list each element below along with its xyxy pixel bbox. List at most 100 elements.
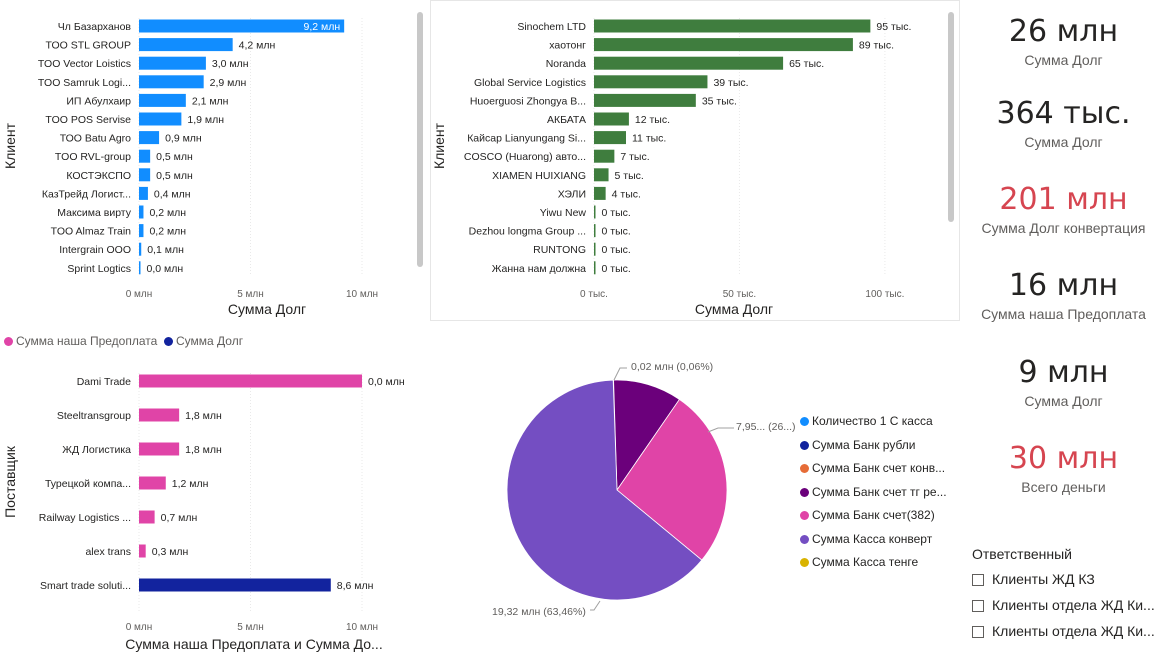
data-label: 8,6 млн xyxy=(337,580,374,592)
data-label: 95 тыс. xyxy=(876,21,911,33)
pie-legend-item[interactable]: Сумма Касса тенге xyxy=(800,553,950,577)
legend-dot-icon xyxy=(800,417,809,426)
pie-callout-label: 19,32 млн (63,46%) xyxy=(492,606,586,618)
data-label: 65 тыс. xyxy=(789,58,824,70)
kpi-label: Сумма Долг конвертация xyxy=(981,220,1146,236)
kpi-label: Сумма Долг xyxy=(1024,52,1103,68)
kpi-card-prepayment: 16 млн Сумма наша Предоплата xyxy=(965,268,1162,322)
chart-cash-pie: 0,02 млн (0,06%) 7,95... (26...) 19,32 млн… xyxy=(492,361,796,618)
data-label: 0,2 млн xyxy=(149,207,186,219)
responsible-slicer: Ответственный Клиенты ЖД КЗ Клиенты отде… xyxy=(972,546,1162,648)
bar xyxy=(594,93,696,107)
y-category-label: КОСТЭКСПО xyxy=(66,170,131,182)
bar xyxy=(594,186,606,200)
bar xyxy=(139,261,141,275)
chart-supplier-prepayment-debt: 0 млн 5 млн 10 млн Dami Trade 0,0 млн Steeltr… xyxy=(2,373,405,652)
bar xyxy=(594,242,596,256)
bar xyxy=(139,544,146,558)
bar xyxy=(594,261,596,275)
y-category-label: Railway Logistics ... xyxy=(39,512,131,524)
kpi-card-debt-conversion: 201 млн Сумма Долг конвертация xyxy=(965,182,1162,236)
kpi-card-total-money: 30 млн Всего деньги xyxy=(965,441,1162,495)
pie-legend-item[interactable]: Сумма Банк счет(382) xyxy=(800,506,950,530)
bar xyxy=(139,149,151,163)
pie-legend-item[interactable]: Сумма Банк счет тг ре... xyxy=(800,483,950,507)
pie-callout-label: 0,02 млн (0,06%) xyxy=(631,361,713,373)
bar xyxy=(594,131,626,145)
data-label: 39 тыс. xyxy=(713,77,748,89)
bar xyxy=(594,38,853,52)
legend-item-debt[interactable]: Сумма Долг xyxy=(163,334,243,348)
x-tick-label: 50 тыс. xyxy=(723,289,756,300)
slicer-option[interactable]: Клиенты отдела ЖД Ки... xyxy=(972,622,1162,648)
checkbox-icon[interactable] xyxy=(972,574,984,586)
legend-item-prepayment[interactable]: Сумма наша Предоплата xyxy=(4,334,157,348)
pie-legend-item[interactable]: Сумма Банк рубли xyxy=(800,436,950,460)
y-category-label: Максима вирту xyxy=(57,207,131,219)
y-category-label: XIAMEN HUIXIANG xyxy=(492,170,586,182)
y-category-label: COSCO (Huarong) авто... xyxy=(464,151,586,163)
kpi-value: 201 млн xyxy=(999,182,1128,217)
y-category-label: Steeltransgroup xyxy=(57,410,131,422)
y-category-label: АКБАТА xyxy=(547,114,586,126)
kpi-label: Сумма Долг xyxy=(1024,393,1103,409)
bar xyxy=(139,19,345,33)
bar xyxy=(139,56,206,70)
checkbox-icon[interactable] xyxy=(972,600,984,612)
data-label: 5 тыс. xyxy=(615,170,644,182)
chart1-scrollbar[interactable] xyxy=(417,12,423,267)
kpi-label: Сумма Долг xyxy=(1024,134,1103,150)
bar xyxy=(139,224,144,238)
callout-line xyxy=(613,367,627,381)
y-category-label: Noranda xyxy=(546,58,586,70)
bar xyxy=(594,19,871,33)
pie-callout-label: 7,95... (26...) xyxy=(736,421,796,433)
y-category-label: ЖД Логистика xyxy=(62,444,131,456)
data-label: 35 тыс. xyxy=(702,95,737,107)
pie-legend-item[interactable]: Сумма Банк счет конв... xyxy=(800,459,950,483)
data-label: 4 тыс. xyxy=(612,188,641,200)
bar xyxy=(139,408,180,422)
data-label: 11 тыс. xyxy=(632,133,666,145)
y-category-label: Global Service Logistics xyxy=(474,77,586,89)
pie-legend-item[interactable]: Количество 1 С касса xyxy=(800,412,950,436)
kpi-value: 26 млн xyxy=(1008,14,1119,49)
bar xyxy=(139,112,182,126)
chart-client-debt-thousands: 0 тыс. 50 тыс. 100 тыс. Sinochem LTD 95 тыс.… xyxy=(431,18,911,317)
y-category-label: Intergrain OOO xyxy=(59,244,131,256)
x-tick-label: 100 тыс. xyxy=(865,289,904,300)
pie-legend-item[interactable]: Сумма Касса конверт xyxy=(800,530,950,554)
y-category-label: ТОО Batu Agro xyxy=(60,133,131,145)
legend-dot-icon xyxy=(800,558,809,567)
y-category-label: TOO Vector Loistics xyxy=(38,58,131,70)
bar xyxy=(139,75,204,89)
x-tick-label: 0 млн xyxy=(126,622,153,633)
y-category-label: TOO Samruk Logi... xyxy=(38,77,131,89)
kpi-value: 30 млн xyxy=(1008,441,1119,476)
y-category-label: TOO Almaz Train xyxy=(51,226,131,238)
data-label: 7 тыс. xyxy=(620,151,649,163)
data-label: 3,0 млн xyxy=(212,58,249,70)
y-category-label: Sinochem LTD xyxy=(517,21,586,33)
bar xyxy=(139,242,142,256)
bar xyxy=(139,93,186,107)
data-label: 0,9 млн xyxy=(165,133,202,145)
data-label: 0,5 млн xyxy=(156,151,193,163)
slicer-option[interactable]: Клиенты отдела ЖД Ки... xyxy=(972,596,1162,622)
x-tick-label: 10 млн xyxy=(346,622,378,633)
x-tick-label: 5 млн xyxy=(237,622,264,633)
y-category-label: TOO RVL-group xyxy=(55,151,131,163)
checkbox-icon[interactable] xyxy=(972,626,984,638)
supplier-chart-legend: Сумма наша Предоплата Сумма Долг xyxy=(4,334,243,348)
slicer-option[interactable]: Клиенты ЖД КЗ xyxy=(972,570,1162,596)
y-axis-title: Поставщик xyxy=(2,445,18,518)
callout-line xyxy=(590,600,601,611)
y-category-label: Sprint Logtics xyxy=(67,263,131,275)
bar xyxy=(139,205,144,219)
y-axis-title: Клиент xyxy=(2,122,18,169)
y-category-label: RUNTONG xyxy=(533,244,586,256)
kpi-value: 16 млн xyxy=(1008,268,1119,303)
y-category-label: alex trans xyxy=(85,546,131,558)
chart2-scrollbar[interactable] xyxy=(948,12,954,222)
kpi-card-debt-thousands: 364 тыс. Сумма Долг xyxy=(965,96,1162,150)
